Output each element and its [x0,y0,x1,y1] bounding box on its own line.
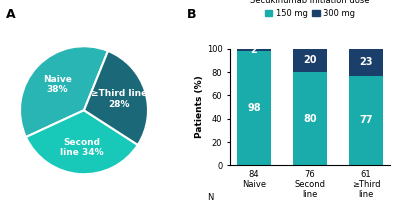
Bar [293,49,327,72]
Bar [237,49,271,51]
Legend: 150 mg, 300 mg: 150 mg, 300 mg [247,0,373,21]
Text: 98: 98 [247,103,261,113]
Text: 77: 77 [359,116,373,126]
Bar [349,49,383,75]
Text: Second
line 34%: Second line 34% [60,138,103,157]
Wedge shape [84,51,148,145]
Text: ≥Third line
28%: ≥Third line 28% [91,89,148,109]
Bar [349,75,383,165]
Text: 80: 80 [303,114,317,124]
Bar [293,72,327,165]
Text: Naive
38%: Naive 38% [43,75,72,94]
Y-axis label: Patients (%): Patients (%) [195,76,204,138]
Text: A: A [6,8,16,21]
Text: 23: 23 [359,57,373,67]
Wedge shape [20,46,108,137]
Wedge shape [26,110,138,174]
Bar [237,51,271,165]
Text: 20: 20 [303,55,317,66]
Text: B: B [187,8,197,21]
Text: 2: 2 [251,45,258,55]
Text: N: N [207,194,214,202]
